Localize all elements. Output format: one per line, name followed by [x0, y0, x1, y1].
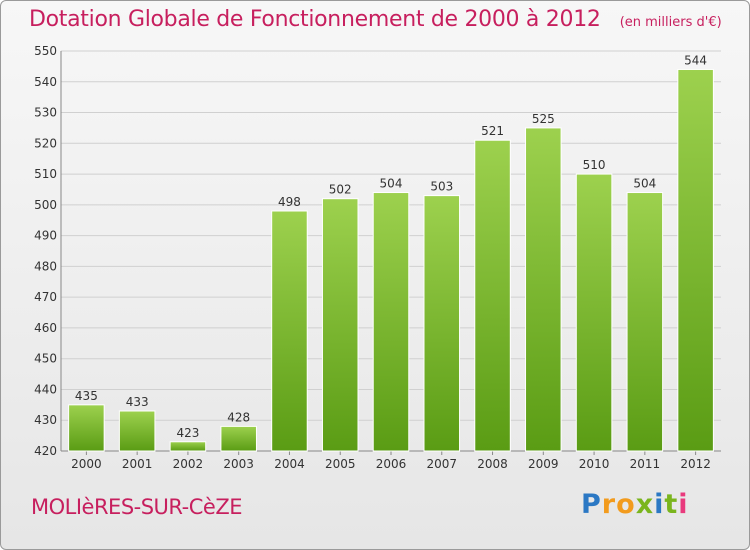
value-label-2008: 521 [481, 124, 504, 138]
bar-2011 [626, 192, 664, 452]
x-tick-label-2012: 2012 [680, 457, 711, 471]
value-label-2012: 544 [684, 53, 707, 67]
value-label-2004: 498 [278, 195, 301, 209]
bar-2009 [525, 127, 562, 452]
label-layer: 420 430 440 450 460 470 480 490 500 510 520 530 540 5… [34, 44, 711, 471]
bar-2004 [271, 210, 308, 452]
x-tick-label-2010: 2010 [579, 457, 610, 471]
bar-layer [68, 68, 714, 452]
y-tick-label: 510 [34, 167, 57, 181]
value-label-2001: 433 [126, 395, 149, 409]
value-label-2007: 503 [430, 180, 453, 194]
bar-2000 [68, 404, 105, 452]
bar-2006 [372, 192, 410, 452]
proxiti-logo: Proxiti [581, 489, 689, 520]
y-tick-label: 430 [34, 413, 57, 427]
chart-title: Dotation Globale de Fonctionnement de 20… [29, 7, 601, 32]
y-tick-label: 450 [34, 352, 57, 366]
value-label-2009: 525 [532, 112, 555, 126]
x-tick-label-2001: 2001 [122, 457, 153, 471]
value-label-2000: 435 [75, 389, 98, 403]
bar-2012 [677, 68, 714, 452]
y-tick-label: 520 [34, 136, 57, 150]
y-tick-label: 490 [34, 229, 57, 243]
x-tick-label-2003: 2003 [223, 457, 254, 471]
y-tick-label: 420 [34, 444, 57, 458]
x-tick-label-2011: 2011 [630, 457, 661, 471]
x-tick-label-2007: 2007 [426, 457, 457, 471]
title-row: Dotation Globale de Fonctionnement de 20… [29, 7, 722, 32]
y-tick-label: 550 [34, 44, 57, 58]
x-tick-label-2009: 2009 [528, 457, 559, 471]
value-label-2003: 428 [227, 410, 250, 424]
y-tick-label: 440 [34, 382, 57, 396]
bar-2001 [118, 410, 156, 452]
y-tick-label: 540 [34, 75, 57, 89]
x-tick-label-2004: 2004 [274, 457, 305, 471]
x-tick-label-2005: 2005 [325, 457, 356, 471]
y-tick-label: 480 [34, 259, 57, 273]
y-tick-label: 500 [34, 198, 57, 212]
y-tick-label: 530 [34, 106, 57, 120]
bar-2003 [220, 425, 257, 452]
x-tick-label-2002: 2002 [173, 457, 204, 471]
bar-2008 [474, 139, 511, 452]
value-label-2011: 504 [633, 177, 656, 191]
x-tick-label-2000: 2000 [71, 457, 102, 471]
x-tick-label-2008: 2008 [477, 457, 508, 471]
bar-2002 [169, 441, 207, 452]
value-label-2002: 423 [176, 426, 199, 440]
x-tick-label-2006: 2006 [376, 457, 407, 471]
value-label-2010: 510 [583, 158, 606, 172]
bar-2007 [423, 195, 461, 452]
value-label-2006: 504 [380, 177, 403, 191]
bar-2005 [321, 198, 359, 452]
bar-2010 [575, 173, 613, 452]
commune-name: MOLIèRES-SUR-CèZE [31, 495, 243, 519]
value-label-2005: 502 [329, 183, 352, 197]
chart-unit: (en milliers d'€) [619, 15, 722, 30]
y-tick-label: 460 [34, 321, 57, 335]
y-tick-label: 470 [34, 290, 57, 304]
